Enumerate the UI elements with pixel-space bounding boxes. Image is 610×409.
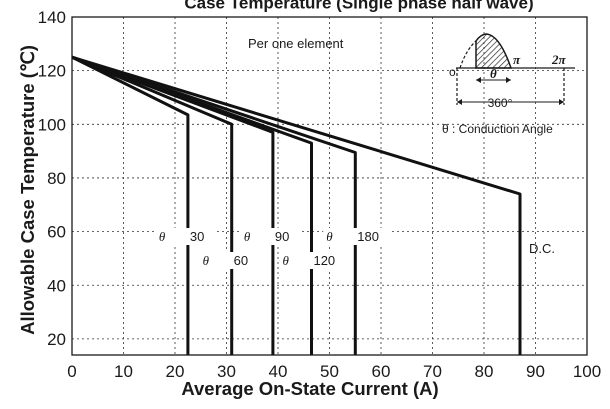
y-tick-label: 20 bbox=[47, 330, 66, 349]
curve-180 bbox=[71, 55, 357, 355]
curve-label-120: θ 120 bbox=[279, 252, 348, 269]
curve-labels: θ 30 θ 60 θ 90 θ 120 θ 180 D.C. bbox=[155, 228, 555, 269]
curve-label-theta: θ bbox=[159, 229, 166, 244]
curve-label-dc: D.C. bbox=[529, 241, 555, 256]
curves bbox=[71, 55, 522, 355]
inset-pi-label: π bbox=[513, 52, 521, 67]
inset-legend: θ : Conduction Angle bbox=[442, 122, 553, 136]
x-axis-title: Average On-State Current (A) bbox=[181, 378, 438, 399]
note-per-element: Per one element bbox=[248, 36, 344, 51]
curve-label-value: 180 bbox=[357, 229, 379, 244]
x-tick-label: 40 bbox=[269, 362, 288, 381]
curve-90 bbox=[71, 55, 275, 355]
curve-label-value: 120 bbox=[313, 253, 335, 268]
curve-label-value: 90 bbox=[275, 229, 289, 244]
inset-degrees-label: 360° bbox=[488, 96, 513, 110]
x-tick-label: 90 bbox=[526, 362, 545, 381]
waveform-hatched-region bbox=[475, 33, 513, 69]
waveform-inset: o π 2π θ 360° θ : Conduction Angle bbox=[442, 33, 575, 136]
curve-60 bbox=[71, 55, 234, 355]
x-tick-label: 30 bbox=[217, 362, 236, 381]
plot-frame bbox=[71, 16, 588, 356]
x-tick-label: 10 bbox=[114, 362, 133, 381]
x-tick-labels: 0 10 20 30 40 50 60 70 80 90 100 bbox=[67, 362, 601, 381]
y-tick-label: 40 bbox=[47, 276, 66, 295]
curve-label-value: 60 bbox=[234, 253, 248, 268]
curve-label-background bbox=[279, 252, 348, 269]
x-tick-label: 20 bbox=[166, 362, 185, 381]
curve-label-60: θ 60 bbox=[199, 252, 261, 269]
inset-origin-label: o bbox=[449, 65, 456, 79]
y-tick-label: 120 bbox=[38, 62, 66, 81]
grid bbox=[72, 17, 587, 355]
curve-label-value: 30 bbox=[190, 229, 204, 244]
x-tick-label: 50 bbox=[320, 362, 339, 381]
curve-label-theta: θ bbox=[282, 253, 289, 268]
y-tick-label: 60 bbox=[47, 223, 66, 242]
x-tick-label: 80 bbox=[475, 362, 494, 381]
x-tick-label: 100 bbox=[573, 362, 601, 381]
curve-label-90: θ 90 bbox=[240, 228, 302, 245]
y-tick-label: 140 bbox=[38, 8, 66, 27]
curve-30 bbox=[71, 55, 190, 355]
curve-label-background bbox=[199, 252, 261, 269]
y-tick-label: 100 bbox=[38, 115, 66, 134]
curve-label-background bbox=[240, 228, 302, 245]
x-tick-label: 70 bbox=[423, 362, 442, 381]
curve-label-name: D.C. bbox=[529, 241, 555, 256]
inset-theta-label: θ bbox=[490, 66, 497, 81]
chart-title: Case Temperature (Single phase half wave… bbox=[184, 0, 533, 12]
curve-label-background bbox=[323, 228, 392, 245]
curve-label-theta: θ bbox=[326, 229, 333, 244]
waveform-dashed-rise bbox=[459, 40, 477, 69]
curve-label-theta: θ bbox=[244, 229, 251, 244]
x-tick-label: 60 bbox=[372, 362, 391, 381]
curve-label-180: θ 180 bbox=[323, 228, 392, 245]
curve-label-30: θ 30 bbox=[155, 228, 217, 245]
y-tick-labels: 20 40 60 80 100 120 140 bbox=[38, 8, 66, 349]
inset-two-pi-label: 2π bbox=[551, 52, 567, 67]
curve-label-theta: θ bbox=[203, 253, 210, 268]
x-tick-label: 0 bbox=[67, 362, 76, 381]
curve-120 bbox=[71, 55, 313, 355]
y-axis-title: Allowable Case Temperature (℃) bbox=[17, 45, 38, 335]
y-tick-label: 80 bbox=[47, 169, 66, 188]
curve-dc bbox=[71, 55, 522, 355]
curve-label-background bbox=[155, 228, 217, 245]
